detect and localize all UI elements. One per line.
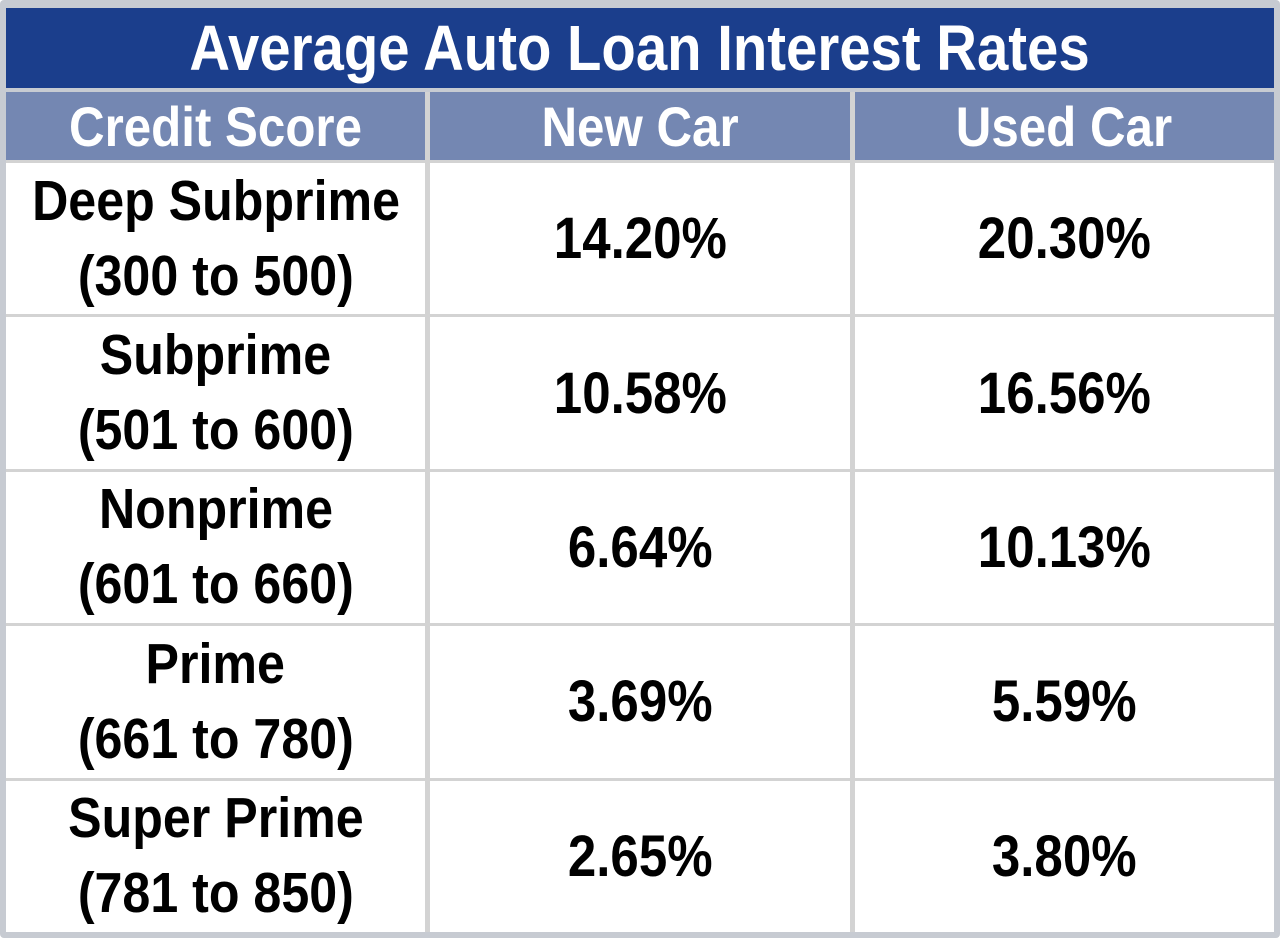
table-title: Average Auto Loan Interest Rates xyxy=(189,12,1091,84)
new-car-rate-cell: 14.20% xyxy=(430,163,850,315)
used-car-rate: 3.80% xyxy=(991,823,1137,889)
new-car-rate-cell: 2.65% xyxy=(430,780,850,932)
used-car-rate-cell: 3.80% xyxy=(854,780,1274,932)
credit-score-cell: Subprime (501 to 600) xyxy=(6,317,426,469)
tier-range: (601 to 660) xyxy=(77,552,354,617)
new-car-rate: 14.20% xyxy=(553,206,727,272)
tier-name: Nonprime xyxy=(98,477,333,542)
column-header-credit-score: Credit Score xyxy=(6,92,426,160)
tier-range: (300 to 500) xyxy=(77,243,354,308)
new-car-rate-cell: 6.64% xyxy=(430,471,850,624)
table-title-bar: Average Auto Loan Interest Rates xyxy=(6,8,1274,88)
tier-name: Subprime xyxy=(99,323,332,388)
new-car-rate-cell: 3.69% xyxy=(430,626,850,778)
credit-score-cell: Deep Subprime (300 to 500) xyxy=(6,163,426,315)
tier-name: Prime xyxy=(145,631,286,696)
column-header-used-car: Used Car xyxy=(854,92,1274,160)
used-car-rate: 16.56% xyxy=(977,360,1151,426)
used-car-rate: 10.13% xyxy=(977,514,1151,580)
used-car-rate-cell: 10.13% xyxy=(854,471,1274,624)
tier-range: (781 to 850) xyxy=(77,861,354,926)
credit-score-cell: Nonprime (601 to 660) xyxy=(6,471,426,624)
column-header-label: New Car xyxy=(541,94,739,158)
column-header-new-car: New Car xyxy=(430,92,850,160)
rates-table-grid: Credit Score New Car Used Car Deep Subpr… xyxy=(6,92,1274,932)
used-car-rate-cell: 5.59% xyxy=(854,626,1274,778)
column-header-label: Used Car xyxy=(956,94,1173,158)
used-car-rate-cell: 20.30% xyxy=(854,163,1274,315)
used-car-rate-cell: 16.56% xyxy=(854,317,1274,469)
credit-score-cell: Prime (661 to 780) xyxy=(6,626,426,778)
tier-range: (501 to 600) xyxy=(77,398,354,463)
used-car-rate: 5.59% xyxy=(991,669,1137,735)
new-car-rate: 3.69% xyxy=(567,669,713,735)
new-car-rate: 6.64% xyxy=(567,514,713,580)
tier-name: Deep Subprime xyxy=(31,168,400,233)
column-header-label: Credit Score xyxy=(69,94,363,158)
new-car-rate: 10.58% xyxy=(553,360,727,426)
used-car-rate: 20.30% xyxy=(977,206,1151,272)
new-car-rate: 2.65% xyxy=(567,823,713,889)
new-car-rate-cell: 10.58% xyxy=(430,317,850,469)
tier-name: Super Prime xyxy=(67,786,364,851)
tier-range: (661 to 780) xyxy=(77,706,354,771)
credit-score-cell: Super Prime (781 to 850) xyxy=(6,780,426,932)
